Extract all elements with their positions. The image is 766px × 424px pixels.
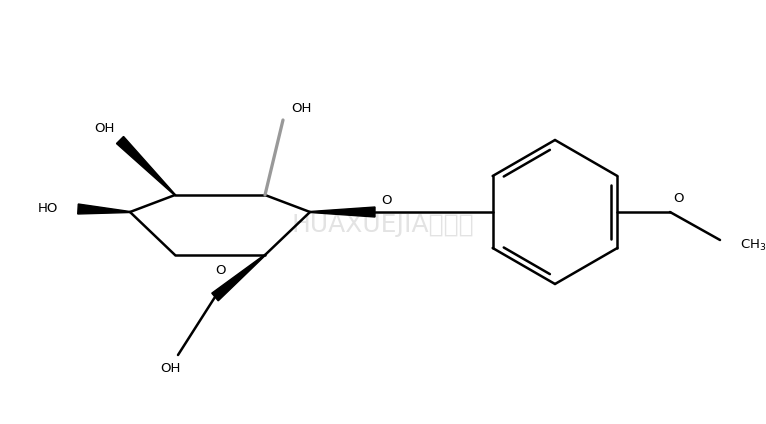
Text: HUAXUEJIA化学加: HUAXUEJIA化学加 [292, 213, 474, 237]
Text: O: O [673, 192, 683, 206]
Text: O: O [381, 193, 392, 206]
Polygon shape [77, 204, 130, 214]
Text: OH: OH [93, 122, 114, 134]
Polygon shape [310, 207, 375, 217]
Polygon shape [116, 137, 175, 195]
Text: HO: HO [38, 201, 58, 215]
Text: CH$_3$: CH$_3$ [740, 237, 766, 253]
Text: O: O [214, 263, 225, 276]
Text: OH: OH [160, 363, 180, 376]
Text: OH: OH [291, 101, 311, 114]
Polygon shape [211, 255, 265, 301]
